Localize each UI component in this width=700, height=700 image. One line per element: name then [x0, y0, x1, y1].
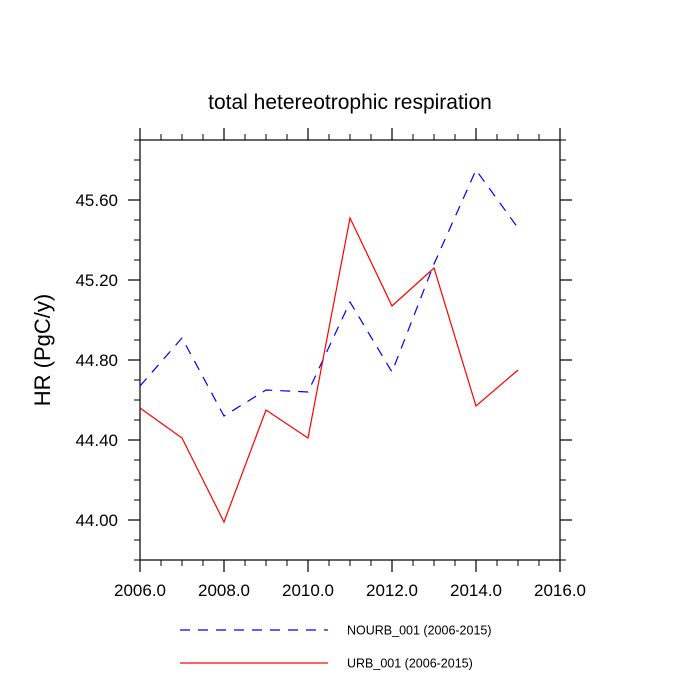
series-line-nourb-001: [139, 168, 519, 417]
legend-label: NOURB_001 (2006-2015): [347, 624, 492, 638]
y-tick-label: 44.00: [75, 511, 118, 530]
legend-label: URB_001 (2006-2015): [347, 657, 473, 671]
x-tick-label: 2006.0: [114, 581, 166, 600]
y-tick-label: 44.80: [75, 351, 118, 370]
x-tick-label: 2014.0: [450, 581, 502, 600]
y-tick-label: 45.20: [75, 271, 118, 290]
plot-frame: [139, 139, 561, 561]
x-tick-label: 2008.0: [198, 581, 250, 600]
series-lines: [139, 168, 519, 524]
legend: NOURB_001 (2006-2015) URB_001 (2006-2015): [180, 624, 492, 671]
major-ticks: [128, 128, 572, 572]
x-tick-label: 2012.0: [366, 581, 418, 600]
y-tick-label: 45.60: [75, 191, 118, 210]
minor-ticks: [134, 134, 566, 566]
x-tick-label: 2010.0: [282, 581, 334, 600]
y-tick-label: 44.40: [75, 431, 118, 450]
series-line-urb-001: [139, 216, 519, 524]
y-axis-title: HR (PgC/y): [30, 294, 55, 406]
chart-title: total hetereotrophic respiration: [208, 91, 492, 114]
x-tick-label: 2016.0: [534, 581, 586, 600]
x-tick-labels: 2006.0 2008.0 2010.0 2012.0 2014.0 2016.0: [114, 581, 586, 600]
y-tick-labels: 44.00 44.40 44.80 45.20 45.60: [75, 191, 118, 530]
